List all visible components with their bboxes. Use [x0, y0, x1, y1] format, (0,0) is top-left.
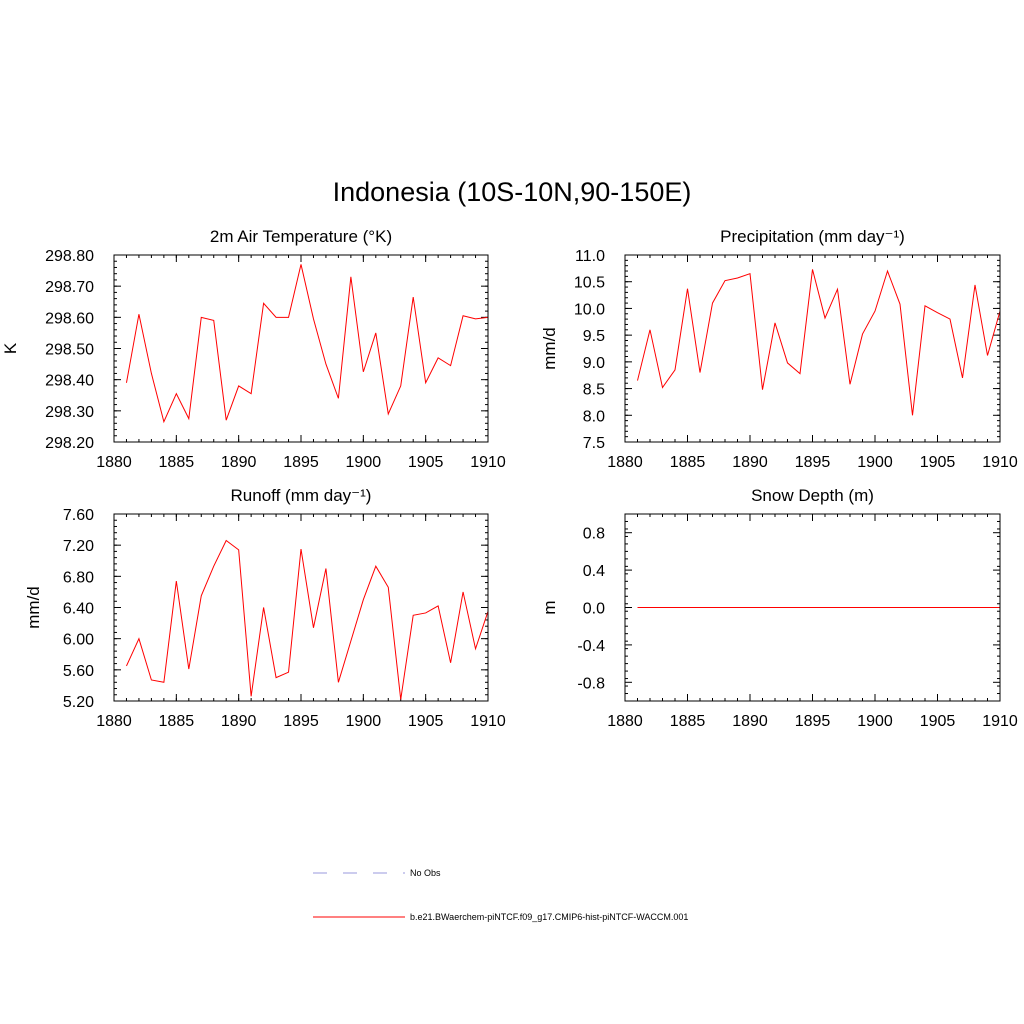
y-tick-label: 0.4 [583, 563, 605, 580]
x-tick-label: 1910 [470, 713, 506, 730]
y-tick-label: 0.8 [583, 526, 605, 543]
x-tick-label: 1910 [982, 454, 1018, 471]
y-tick-label: 10.5 [574, 275, 605, 292]
x-tick-label: 1885 [159, 713, 195, 730]
y-tick-label: 5.60 [63, 663, 94, 680]
x-tick-label: 1880 [96, 713, 132, 730]
x-tick-label: 1895 [795, 454, 831, 471]
panel-title-precipitation: Precipitation (mm day⁻¹) [720, 227, 905, 246]
panel-runoff: Runoff (mm day⁻¹) mm/d 1880 1885 1890 1895 190… [24, 486, 506, 730]
x-tick-label: 1885 [670, 713, 706, 730]
panel-snow-depth: Snow Depth (m) m 1880 1885 1890 1895 1900 1905 1… [540, 486, 1018, 730]
series-line-precipitation [637, 269, 1001, 416]
x-tick-label: 1880 [607, 454, 643, 471]
panels: 2m Air Temperature (°K) K 1880 1885 1890 1895… [1, 227, 1018, 730]
x-tick-label: 1895 [283, 454, 319, 471]
y-tick-label: 298.70 [45, 279, 94, 296]
y-tick-label: 7.20 [63, 538, 94, 555]
x-tick-label: 1880 [96, 454, 132, 471]
x-tick-label: 1880 [607, 713, 643, 730]
panel-temperature: 2m Air Temperature (°K) K 1880 1885 1890 1895… [1, 227, 506, 471]
plot-frame-runoff [113, 513, 489, 702]
figure-title: Indonesia (10S-10N,90-150E) [333, 177, 692, 207]
x-tick-label: 1900 [346, 454, 382, 471]
panel-title-temperature: 2m Air Temperature (°K) [210, 227, 392, 246]
x-tick-label: 1890 [732, 454, 768, 471]
y-tick-label: 8.5 [583, 382, 605, 399]
y-tick-label: 11.0 [575, 248, 605, 265]
x-tick-label: 1900 [346, 713, 382, 730]
y-tick-label: 298.40 [45, 373, 94, 390]
x-tick-label: 1910 [982, 713, 1018, 730]
y-axis-label-snow-depth: m [540, 600, 559, 614]
x-tick-label: 1905 [920, 713, 956, 730]
x-tick-label: 1900 [857, 454, 893, 471]
y-tick-label: 298.20 [45, 435, 94, 452]
x-tick-label: 1895 [283, 713, 319, 730]
x-tick-label: 1905 [408, 454, 444, 471]
y-tick-label: 8.0 [583, 408, 605, 425]
y-tick-label: 298.80 [45, 248, 94, 265]
y-tick-label: -0.4 [577, 638, 605, 655]
plot-frame-temperature [113, 254, 489, 443]
x-tick-label: 1890 [221, 713, 257, 730]
x-tick-label: 1885 [670, 454, 706, 471]
y-tick-label: 9.5 [583, 328, 605, 345]
y-axis-label-temperature: K [1, 342, 20, 354]
y-tick-label: 6.00 [63, 632, 94, 649]
y-tick-label: 298.60 [45, 310, 94, 327]
x-tick-label: 1895 [795, 713, 831, 730]
y-tick-label: 0.0 [583, 601, 605, 618]
legend: No Obs b.e21.BWaerchem-piNTCF.f09_g17.CM… [313, 868, 688, 922]
plot-frame-precipitation [624, 254, 1001, 443]
x-tick-label: 1905 [408, 713, 444, 730]
y-tick-label: 5.20 [63, 694, 94, 711]
panel-precipitation: Precipitation (mm day⁻¹) mm/d 1880 1885 1890… [540, 227, 1018, 471]
panel-title-runoff: Runoff (mm day⁻¹) [231, 486, 372, 505]
y-tick-label: 9.0 [583, 355, 605, 372]
x-tick-label: 1885 [159, 454, 195, 471]
x-tick-label: 1900 [857, 713, 893, 730]
y-tick-label: -0.8 [577, 675, 605, 692]
legend-obs-label: No Obs [410, 868, 441, 878]
x-tick-label: 1890 [732, 713, 768, 730]
y-tick-label: 7.5 [583, 435, 605, 452]
series-line-temperature [125, 264, 489, 424]
y-axis-label-precipitation: mm/d [540, 327, 559, 370]
y-tick-label: 298.30 [45, 404, 94, 421]
series-line-runoff [126, 539, 489, 700]
y-axis-label-runoff: mm/d [24, 586, 43, 629]
y-tick-label: 10.0 [574, 301, 605, 318]
x-tick-label: 1905 [920, 454, 956, 471]
x-tick-label: 1890 [221, 454, 257, 471]
legend-model-label: b.e21.BWaerchem-piNTCF.f09_g17.CMIP6-his… [410, 912, 688, 922]
y-tick-label: 7.60 [63, 507, 94, 524]
x-tick-label: 1910 [470, 454, 506, 471]
panel-title-snow-depth: Snow Depth (m) [751, 486, 874, 505]
plot-frame-snow-depth [624, 513, 1001, 702]
y-tick-label: 6.80 [63, 569, 94, 586]
y-tick-label: 6.40 [63, 601, 94, 618]
y-tick-label: 298.50 [45, 342, 94, 359]
